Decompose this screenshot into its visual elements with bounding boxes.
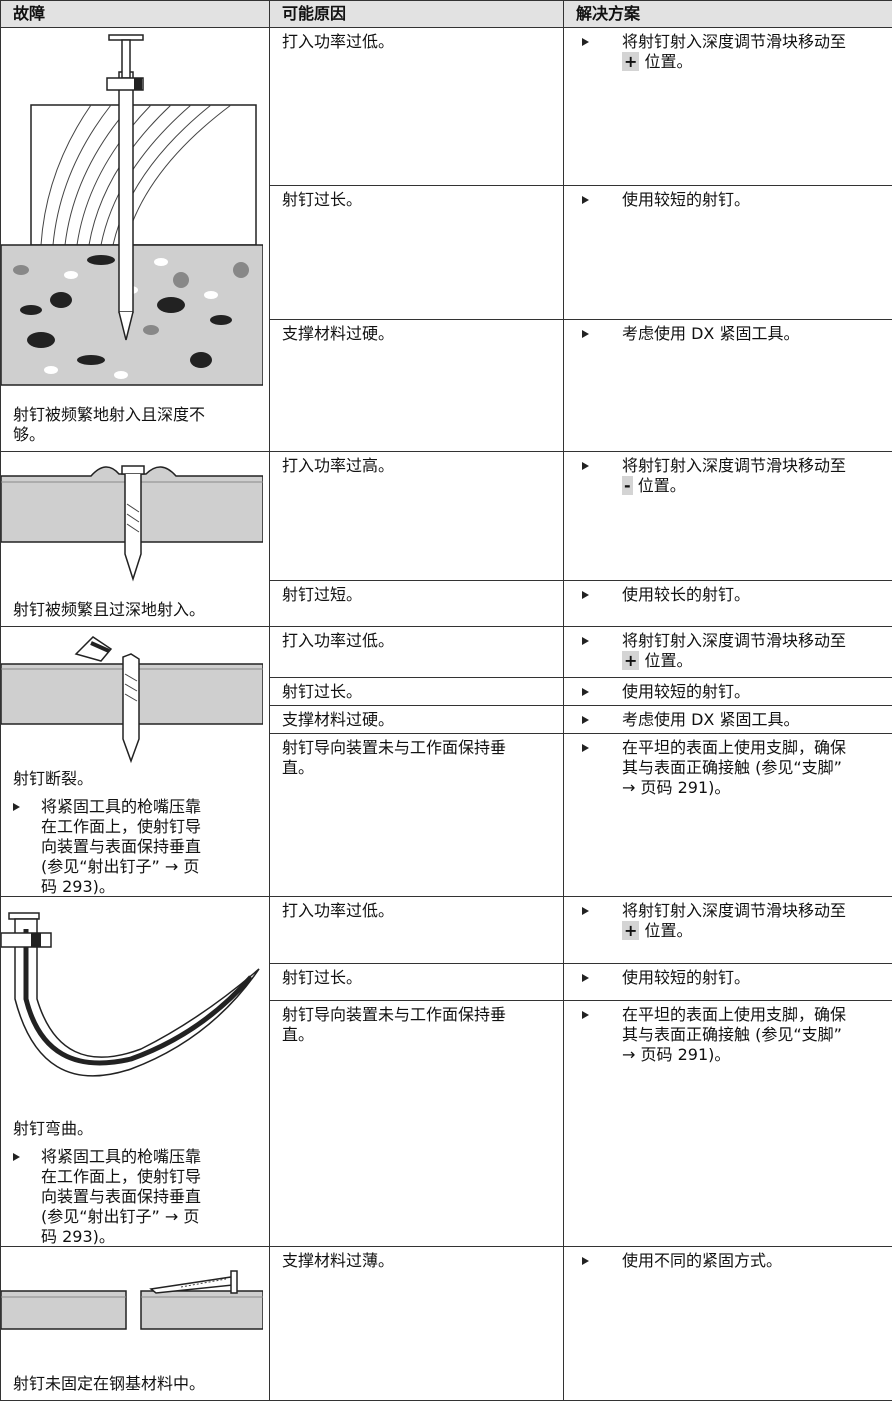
fault-action: 将紧固工具的枪嘴压靠在工作面上，使射钉导向装置与表面保持垂直 (参见“射出钉子”…: [1, 797, 205, 897]
solution: 将射钉射入深度调节滑块移动至+ 位置。: [564, 901, 892, 941]
solution-cell: 使用较短的射钉。: [564, 964, 892, 1001]
solution: 使用较短的射钉。: [564, 682, 892, 702]
cause-cell: 射钉过长。: [270, 964, 564, 1001]
fault-content: 射钉未固定在钢基材料中。: [1, 1247, 269, 1400]
solution: 使用较短的射钉。: [564, 190, 892, 210]
illustration: [1, 30, 269, 395]
table-body: 射钉被频繁地射入且深度不够。打入功率过低。将射钉射入深度调节滑块移动至+ 位置。…: [1, 28, 892, 1401]
cause-cell: 射钉过短。: [270, 580, 564, 626]
solution: 使用较短的射钉。: [564, 968, 892, 988]
fault-content: 射钉弯曲。将紧固工具的枪嘴压靠在工作面上，使射钉导向装置与表面保持垂直 (参见“…: [1, 897, 269, 1246]
solution-text: 将射钉射入深度调节滑块移动至: [622, 901, 846, 920]
solution-text: 将射钉射入深度调节滑块移动至: [622, 32, 846, 51]
key-symbol: +: [622, 651, 639, 670]
solution-cell: 考虑使用 DX 紧固工具。: [564, 319, 892, 451]
solution: 考虑使用 DX 紧固工具。: [564, 710, 892, 730]
fault-text: 射钉被频繁且过深地射入。: [1, 600, 225, 620]
cause-cell: 射钉导向装置未与工作面保持垂直。: [270, 734, 564, 897]
fault-text: 射钉被频繁地射入且深度不够。: [1, 405, 225, 445]
cause-cell: 支撑材料过硬。: [270, 706, 564, 734]
header-cell: 可能原因: [270, 1, 564, 28]
solution: 在平坦的表面上使用支脚，确保其与表面正确接触 (参见“支脚” → 页码 291)…: [564, 738, 892, 798]
fault-cell: 射钉弯曲。将紧固工具的枪嘴压靠在工作面上，使射钉导向装置与表面保持垂直 (参见“…: [1, 897, 270, 1247]
solution-cell: 使用较短的射钉。: [564, 186, 892, 319]
fault-content: 射钉断裂。将紧固工具的枪嘴压靠在工作面上，使射钉导向装置与表面保持垂直 (参见“…: [1, 627, 269, 896]
fault-text: 射钉弯曲。: [1, 1119, 225, 1139]
solution-text: 位置。: [645, 52, 693, 71]
illustration: [1, 454, 269, 589]
key-symbol: +: [622, 921, 639, 940]
header-cell: 故障: [1, 1, 270, 28]
cause-cell: 射钉导向装置未与工作面保持垂直。: [270, 1001, 564, 1247]
table-row: 射钉断裂。将紧固工具的枪嘴压靠在工作面上，使射钉导向装置与表面保持垂直 (参见“…: [1, 627, 892, 678]
fault-content: 射钉被频繁且过深地射入。: [1, 452, 269, 626]
solution-cell: 考虑使用 DX 紧固工具。: [564, 706, 892, 734]
header-row: 故障 可能原因 解决方案: [1, 1, 892, 28]
solution-cell: 将射钉射入深度调节滑块移动至+ 位置。: [564, 28, 892, 186]
illustration: [1, 629, 269, 769]
solution-cell: 使用较短的射钉。: [564, 678, 892, 706]
header-cell: 解决方案: [564, 1, 892, 28]
solution-text: 位置。: [638, 476, 686, 495]
fault-content: 射钉被频繁地射入且深度不够。: [1, 28, 269, 451]
cause-cell: 射钉过长。: [270, 186, 564, 319]
solution: 考虑使用 DX 紧固工具。: [564, 324, 892, 344]
solution-cell: 使用较长的射钉。: [564, 580, 892, 626]
solution: 将射钉射入深度调节滑块移动至+ 位置。: [564, 631, 892, 671]
illustration: [1, 1249, 269, 1349]
cause-cell: 打入功率过低。: [270, 28, 564, 186]
solution-cell: 将射钉射入深度调节滑块移动至+ 位置。: [564, 627, 892, 678]
fault-action: 将紧固工具的枪嘴压靠在工作面上，使射钉导向装置与表面保持垂直 (参见“射出钉子”…: [1, 1147, 205, 1247]
solution-cell: 在平坦的表面上使用支脚，确保其与表面正确接触 (参见“支脚” → 页码 291)…: [564, 1001, 892, 1247]
key-symbol: -: [622, 476, 633, 495]
solution-text: 将射钉射入深度调节滑块移动至: [622, 631, 846, 650]
table-row: 射钉被频繁且过深地射入。打入功率过高。将射钉射入深度调节滑块移动至- 位置。: [1, 452, 892, 581]
solution-text: 位置。: [645, 651, 693, 670]
solution: 将射钉射入深度调节滑块移动至+ 位置。: [564, 32, 892, 72]
cause-cell: 打入功率过低。: [270, 627, 564, 678]
solution-text: 位置。: [645, 921, 693, 940]
cause-cell: 打入功率过高。: [270, 452, 564, 581]
fault-cell: 射钉断裂。将紧固工具的枪嘴压靠在工作面上，使射钉导向装置与表面保持垂直 (参见“…: [1, 627, 270, 897]
fault-cell: 射钉被频繁且过深地射入。: [1, 452, 270, 627]
solution-cell: 在平坦的表面上使用支脚，确保其与表面正确接触 (参见“支脚” → 页码 291)…: [564, 734, 892, 897]
solution: 在平坦的表面上使用支脚，确保其与表面正确接触 (参见“支脚” → 页码 291)…: [564, 1005, 892, 1065]
solution-cell: 使用不同的紧固方式。: [564, 1247, 892, 1401]
cause-cell: 射钉过长。: [270, 678, 564, 706]
illustration: [1, 899, 269, 1119]
solution: 使用不同的紧固方式。: [564, 1251, 892, 1271]
table-row: 射钉未固定在钢基材料中。 支撑材料过薄。使用不同的紧固方式。: [1, 1247, 892, 1401]
key-symbol: +: [622, 52, 639, 71]
solution-text: 将射钉射入深度调节滑块移动至: [622, 456, 846, 475]
solution-cell: 将射钉射入深度调节滑块移动至+ 位置。: [564, 897, 892, 964]
fault-text: 射钉断裂。: [1, 769, 225, 789]
fault-cell: 射钉未固定在钢基材料中。: [1, 1247, 270, 1401]
solution-cell: 将射钉射入深度调节滑块移动至- 位置。: [564, 452, 892, 581]
solution: 使用较长的射钉。: [564, 585, 892, 605]
solution: 将射钉射入深度调节滑块移动至- 位置。: [564, 456, 892, 496]
fault-text: 射钉未固定在钢基材料中。: [1, 1374, 225, 1394]
fault-cell: 射钉被频繁地射入且深度不够。: [1, 28, 270, 452]
cause-cell: 打入功率过低。: [270, 897, 564, 964]
cause-cell: 支撑材料过薄。: [270, 1247, 564, 1401]
table-row: 射钉被频繁地射入且深度不够。打入功率过低。将射钉射入深度调节滑块移动至+ 位置。: [1, 28, 892, 186]
cause-cell: 支撑材料过硬。: [270, 319, 564, 451]
table-row: 射钉弯曲。将紧固工具的枪嘴压靠在工作面上，使射钉导向装置与表面保持垂直 (参见“…: [1, 897, 892, 964]
